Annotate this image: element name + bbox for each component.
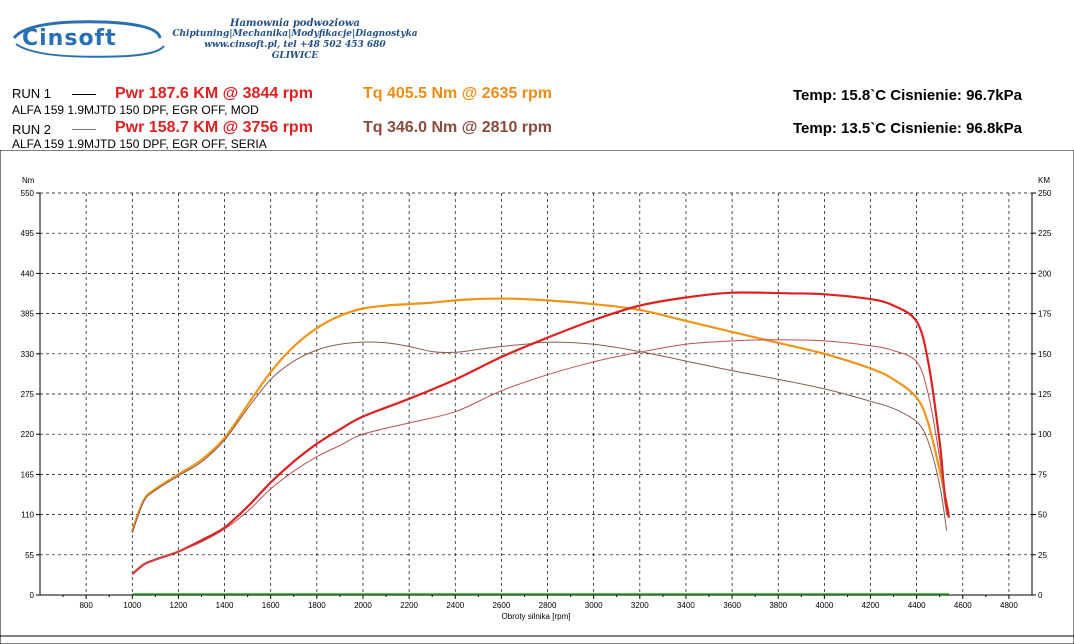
- y-tick-label-right: 25: [1038, 551, 1047, 560]
- logo-wordmark: Cinsoft: [22, 26, 117, 51]
- y-tick-label-right: 150: [1038, 350, 1052, 359]
- run2-power-curve: [131, 339, 948, 575]
- x-tick-label: 1800: [308, 601, 326, 610]
- run1-power-curve: [131, 291, 950, 575]
- y-tick-label-right: 175: [1038, 310, 1052, 319]
- company-city: GLIWICE: [271, 51, 319, 61]
- y-tick-label-left: 550: [21, 189, 35, 198]
- x-tick-label: 4400: [908, 601, 926, 610]
- y-tick-label-right: 225: [1038, 229, 1052, 238]
- run1-conditions: Temp: 15.8`C Cisnienie: 96.7kPa: [793, 87, 1022, 104]
- x-tick-label: 2600: [492, 601, 510, 610]
- x-tick-label: 2800: [539, 601, 557, 610]
- y-tick-label-left: 55: [25, 551, 34, 560]
- y-axis-right-label: KM: [1038, 176, 1050, 185]
- y-tick-label-right: 125: [1038, 390, 1052, 399]
- chart-ticks: 0 55 110 165 220 275 330 385 440 495 550 0 25 50 75 100…: [21, 189, 1052, 610]
- y-axis-left-label: Nm: [22, 176, 35, 185]
- company-services: Chiptuning|Mechanika|Modyfikacje|Diagnos…: [172, 29, 418, 39]
- y-tick-label-left: 220: [21, 430, 35, 439]
- y-tick-label-left: 330: [21, 350, 35, 359]
- y-tick-label-left: 385: [21, 310, 35, 319]
- cinsoft-logo: [12, 20, 165, 58]
- run1-description: ALFA 159 1.9MJTD 150 DPF, EGR OFF, MOD: [12, 103, 259, 117]
- y-tick-label-left: 495: [21, 229, 35, 238]
- company-info: Hamownia podwoziowa Chiptuning|Mechanika…: [170, 18, 420, 62]
- dyno-chart: 0 55 110 165 220 275 330 385 440 495 550 0 25 50 75 100…: [0, 150, 1074, 644]
- y-tick-label-left: 110: [21, 511, 34, 520]
- run1-torque-curve: [131, 297, 950, 532]
- run2-label: RUN 2: [12, 122, 52, 137]
- chart-frame: [0, 150, 1074, 644]
- run2-torque-peak: Tq 346.0 Nm @ 2810 rpm: [363, 119, 553, 136]
- x-tick-label: 1600: [262, 601, 280, 610]
- y-tick-label-right: 75: [1038, 470, 1047, 479]
- x-tick-label: 1400: [216, 601, 234, 610]
- x-tick-label: 2200: [400, 601, 418, 610]
- run1-torque-peak: Tq 405.5 Nm @ 2635 rpm: [363, 85, 553, 102]
- x-tick-label: 4200: [862, 601, 880, 610]
- run2-conditions: Temp: 13.5`C Cisnienie: 96.8kPa: [793, 120, 1022, 137]
- x-tick-label: 3600: [723, 601, 741, 610]
- y-tick-label-right: 200: [1038, 269, 1052, 278]
- x-tick-label: 3200: [631, 601, 649, 610]
- company-contact: www.cinsoft.pl, tel +48 502 453 680: [204, 40, 386, 50]
- x-axis-label: Obroty silnika [rpm]: [502, 612, 571, 621]
- x-tick-label: 800: [79, 601, 93, 610]
- y-tick-label-left: 275: [21, 390, 35, 399]
- run2-power-peak: Pwr 158.7 KM @ 3756 rpm: [115, 119, 313, 136]
- x-tick-label: 1200: [170, 601, 188, 610]
- x-tick-label: 1000: [123, 601, 141, 610]
- company-title: Hamownia podwoziowa: [230, 18, 360, 29]
- y-tick-label-right: 50: [1038, 511, 1047, 520]
- x-tick-label: 2400: [446, 601, 464, 610]
- y-tick-label-left: 440: [21, 269, 35, 278]
- x-tick-label: 3400: [677, 601, 695, 610]
- y-tick-label-right: 250: [1038, 189, 1052, 198]
- x-tick-label: 3000: [585, 601, 603, 610]
- x-tick-label: 3800: [769, 601, 787, 610]
- run2-line-sample: [72, 129, 96, 130]
- y-tick-label-left: 165: [21, 470, 35, 479]
- x-tick-label: 4600: [954, 601, 972, 610]
- y-tick-label-right: 100: [1038, 430, 1052, 439]
- x-tick-label: 4800: [1000, 601, 1018, 610]
- chart-grid: [36, 192, 1036, 599]
- run1-line-sample: [72, 94, 96, 95]
- run1-power-peak: Pwr 187.6 KM @ 3844 rpm: [115, 85, 313, 102]
- run2-description: ALFA 159 1.9MJTD 150 DPF, EGR OFF, SERIA: [12, 137, 267, 151]
- run2-torque-curve: [131, 341, 948, 534]
- y-tick-label-left: 0: [30, 591, 35, 600]
- chart-curves: [131, 291, 950, 595]
- x-tick-label: 4000: [815, 601, 833, 610]
- run1-label: RUN 1: [12, 86, 52, 101]
- x-tick-label: 2000: [354, 601, 372, 610]
- y-tick-label-right: 0: [1038, 591, 1043, 600]
